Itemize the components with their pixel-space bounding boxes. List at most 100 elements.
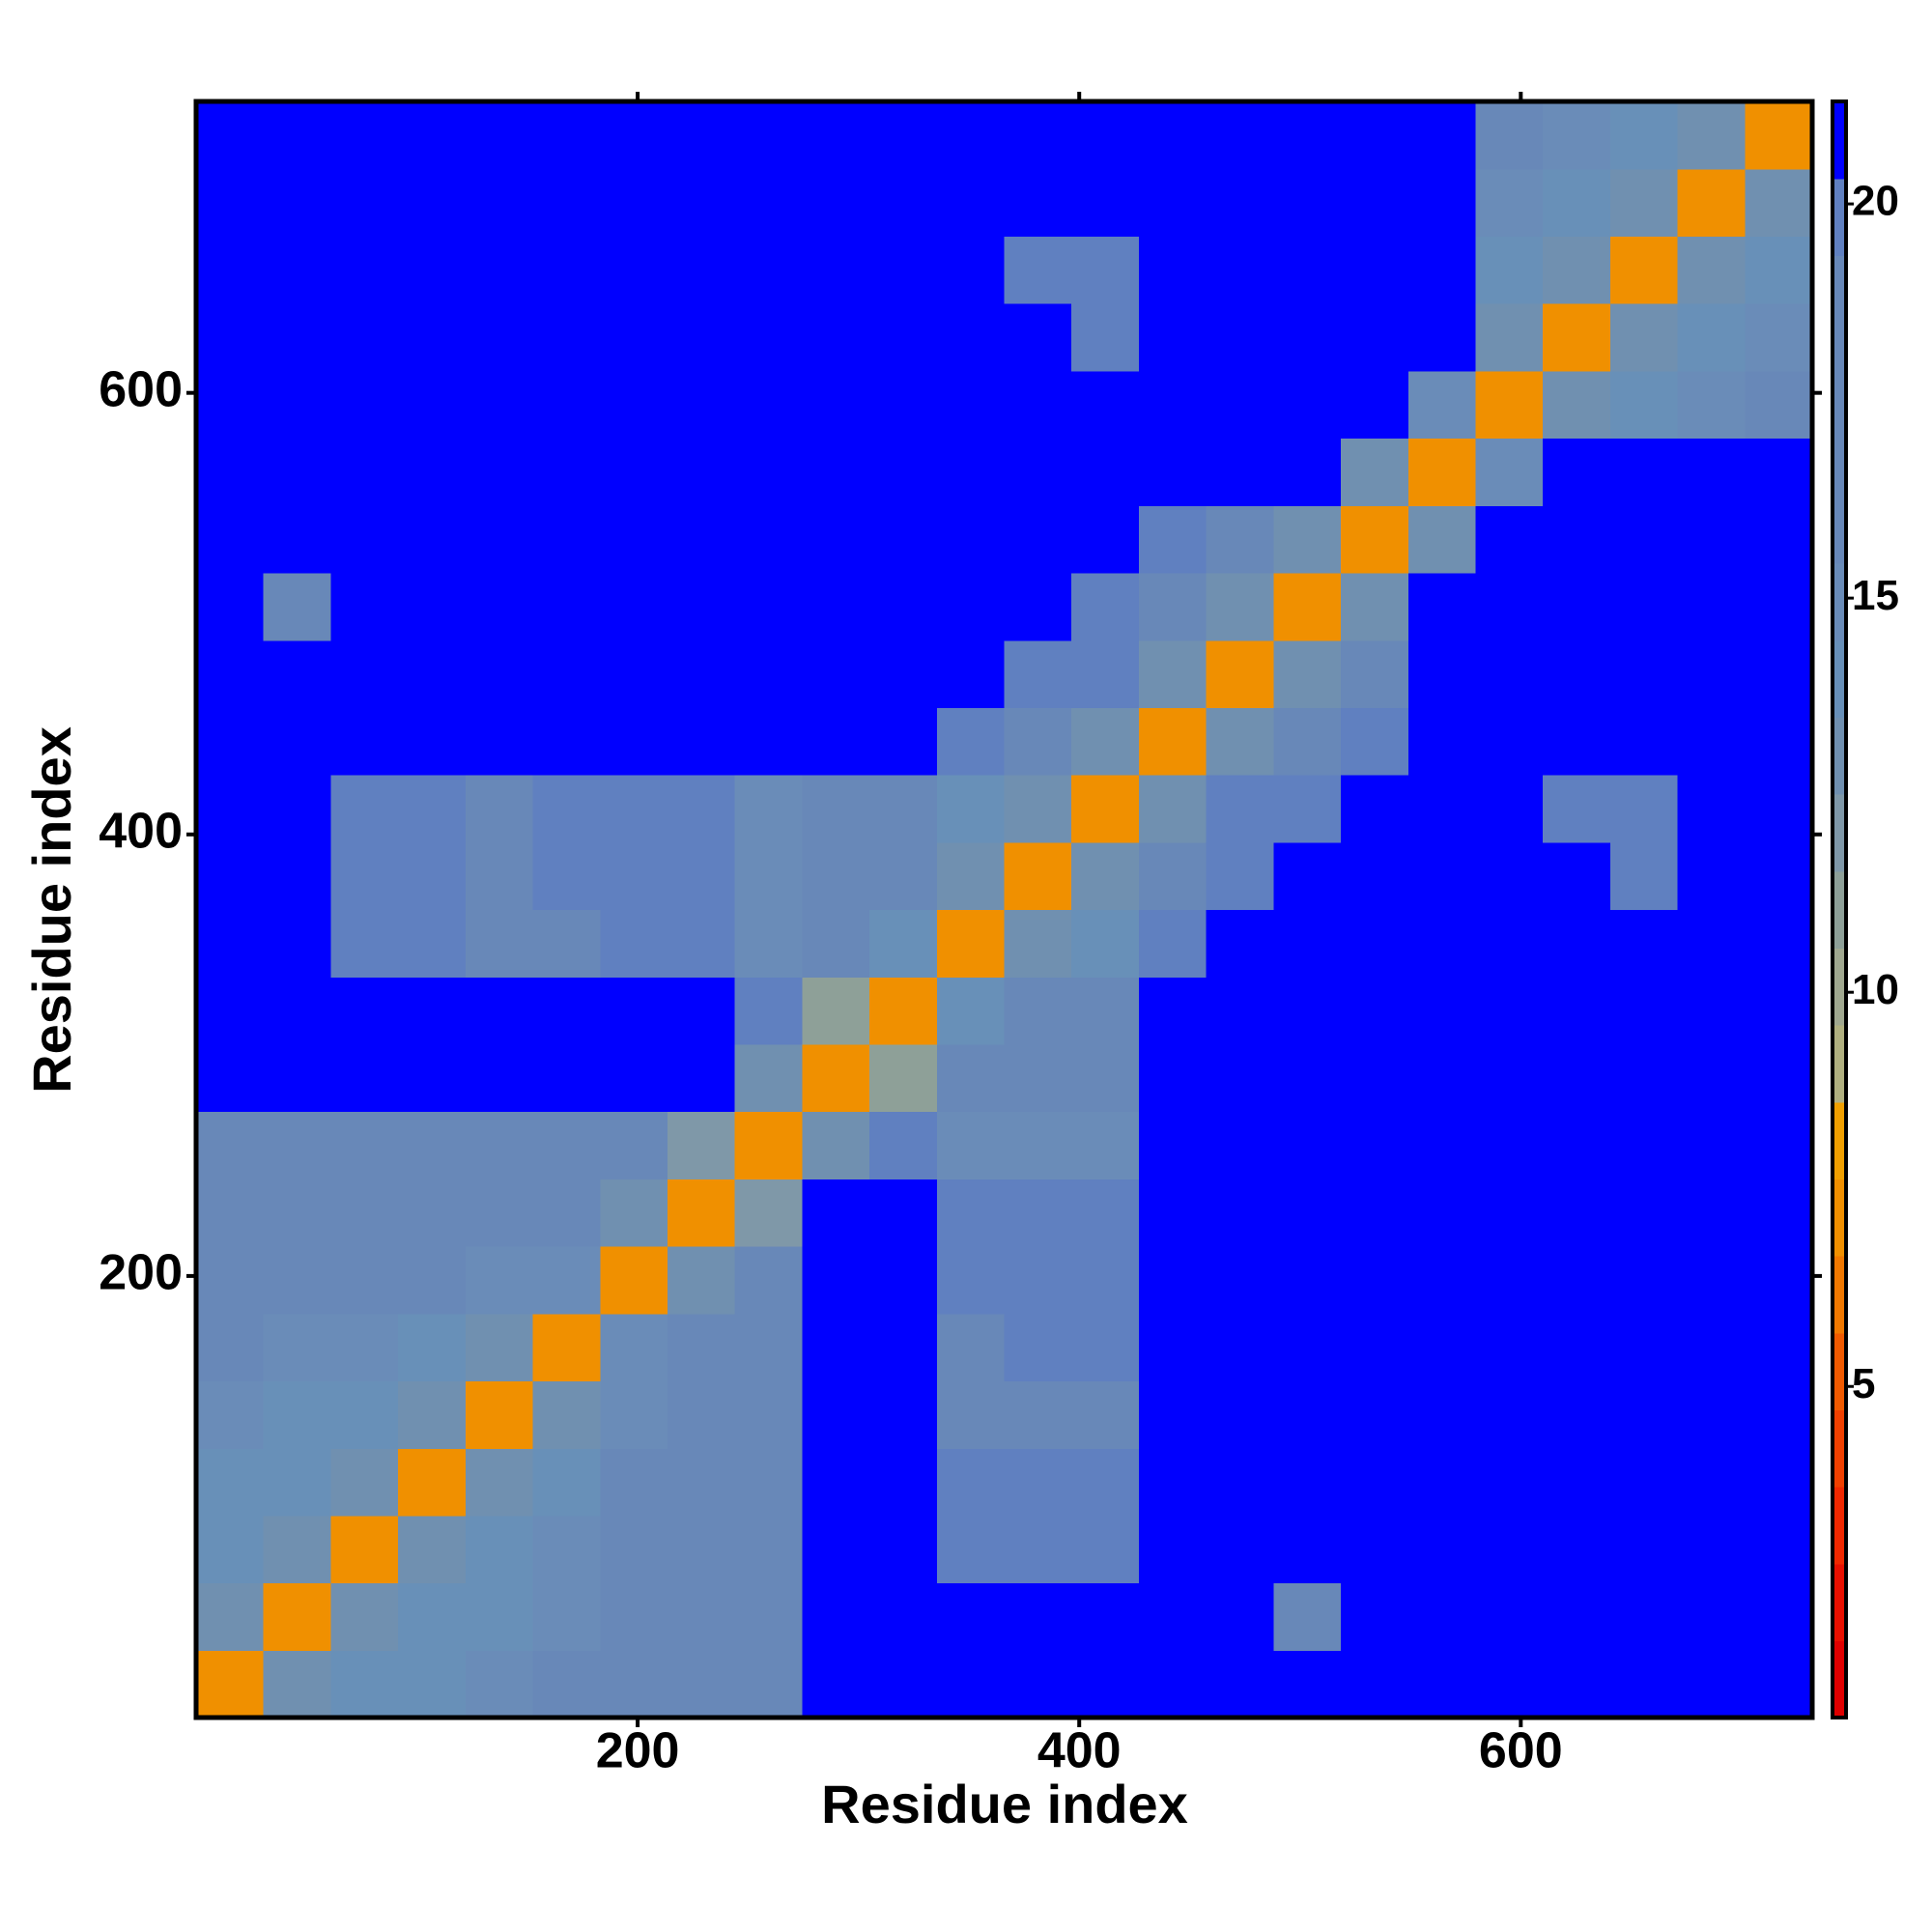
- heatmap-cell: [667, 841, 736, 911]
- x-tick-label: 400: [1037, 1723, 1122, 1779]
- heatmap-cell: [734, 1111, 803, 1179]
- heatmap-cell: [330, 1246, 399, 1315]
- heatmap-cell: [936, 1515, 1006, 1584]
- heatmap-cell: [667, 1515, 736, 1584]
- heatmap-cell: [1341, 639, 1409, 708]
- heatmap-cell: [465, 639, 534, 708]
- heatmap-cell: [1745, 1380, 1813, 1449]
- heatmap-cell: [330, 707, 399, 776]
- heatmap-cell: [465, 505, 534, 574]
- heatmap-cell: [398, 707, 467, 776]
- heatmap-cell: [802, 303, 870, 372]
- heatmap-cell: [1004, 1650, 1072, 1719]
- heatmap-cell: [734, 1515, 803, 1584]
- heatmap-cell: [263, 1515, 332, 1584]
- colorbar-band: [1833, 486, 1846, 564]
- heatmap-cell: [1609, 101, 1679, 170]
- heatmap-cell: [196, 168, 265, 238]
- heatmap-cell: [1407, 639, 1477, 708]
- heatmap-cell: [1677, 1313, 1746, 1382]
- heatmap-cell: [263, 841, 332, 911]
- heatmap-cell: [802, 977, 870, 1045]
- heatmap-cell: [1138, 1515, 1208, 1584]
- heatmap-cell: [398, 101, 467, 170]
- heatmap-cell: [1206, 977, 1274, 1045]
- heatmap-cell: [330, 1515, 399, 1584]
- heatmap-cell: [330, 1650, 399, 1719]
- heatmap-cell: [734, 236, 803, 304]
- heatmap-cell: [465, 1179, 534, 1247]
- heatmap-cell: [1071, 168, 1140, 238]
- heatmap-cell: [600, 101, 668, 170]
- heatmap-cell: [1543, 1313, 1611, 1382]
- heatmap-cell: [263, 1380, 332, 1449]
- heatmap-cell: [1609, 1380, 1679, 1449]
- heatmap-cell: [330, 639, 399, 708]
- heatmap-cell: [869, 1313, 938, 1382]
- heatmap-cell: [1138, 1111, 1208, 1179]
- heatmap-cell: [1609, 438, 1679, 506]
- heatmap-cell: [196, 1313, 265, 1382]
- heatmap-cell: [1273, 1043, 1342, 1113]
- heatmap-cell: [600, 505, 668, 574]
- heatmap-cell: [1543, 639, 1611, 708]
- heatmap-cell: [1004, 841, 1072, 911]
- heatmap-cell: [1609, 1313, 1679, 1382]
- heatmap-cell: [1745, 370, 1813, 440]
- heatmap-cell: [1677, 1650, 1746, 1719]
- heatmap-cell: [1071, 977, 1140, 1045]
- heatmap-cell: [263, 572, 332, 641]
- heatmap-cell: [1138, 1448, 1208, 1517]
- heatmap-cell: [667, 572, 736, 641]
- heatmap-cell: [330, 303, 399, 372]
- heatmap-cell: [802, 168, 870, 238]
- colorbar-tick-label: 5: [1852, 1360, 1875, 1407]
- heatmap-cell: [330, 1582, 399, 1651]
- heatmap-cell: [1745, 168, 1813, 238]
- colorbar-band: [1833, 870, 1846, 949]
- heatmap-cell: [936, 1179, 1006, 1247]
- heatmap-cell: [1138, 1043, 1208, 1113]
- heatmap-cell: [1071, 841, 1140, 911]
- heatmap-cell: [465, 707, 534, 776]
- heatmap-cell: [1745, 639, 1813, 708]
- heatmap-cell: [1609, 505, 1679, 574]
- heatmap-cell: [1273, 572, 1342, 641]
- heatmap-cell: [936, 1380, 1006, 1449]
- heatmap-cell: [465, 775, 534, 843]
- heatmap-cell: [1677, 1582, 1746, 1651]
- heatmap-cell: [196, 1246, 265, 1315]
- heatmap-cell: [667, 639, 736, 708]
- heatmap-cell: [600, 370, 668, 440]
- heatmap-cell: [196, 370, 265, 440]
- heatmap-cell: [196, 303, 265, 372]
- heatmap-cell: [465, 303, 534, 372]
- heatmap-cell: [1475, 1179, 1544, 1247]
- heatmap-cell: [802, 1246, 870, 1315]
- heatmap-cell: [1677, 1179, 1746, 1247]
- heatmap-cell: [1138, 775, 1208, 843]
- heatmap-cell: [1273, 1515, 1342, 1584]
- heatmap-cell: [1407, 1515, 1477, 1584]
- heatmap-cell: [1407, 1313, 1477, 1382]
- heatmap-cell: [734, 1582, 803, 1651]
- heatmap-cell: [869, 303, 938, 372]
- heatmap-cell: [196, 572, 265, 641]
- heatmap-cell: [330, 1179, 399, 1247]
- heatmap-cell: [1745, 572, 1813, 641]
- colorbar-band: [1833, 1025, 1846, 1103]
- heatmap-cell: [1138, 841, 1208, 911]
- heatmap-cell: [1609, 1650, 1679, 1719]
- heatmap-cell: [734, 303, 803, 372]
- heatmap-cell: [532, 236, 601, 304]
- heatmap-cell: [1609, 1043, 1679, 1113]
- colorbar-tick-label: 10: [1852, 966, 1899, 1013]
- heatmap-cell: [734, 1179, 803, 1247]
- heatmap-cell: [263, 505, 332, 574]
- heatmap-cell: [1138, 1650, 1208, 1719]
- heatmap-cell: [465, 1650, 534, 1719]
- heatmap-cell: [1745, 1515, 1813, 1584]
- heatmap-cell: [330, 438, 399, 506]
- heatmap-cell: [600, 639, 668, 708]
